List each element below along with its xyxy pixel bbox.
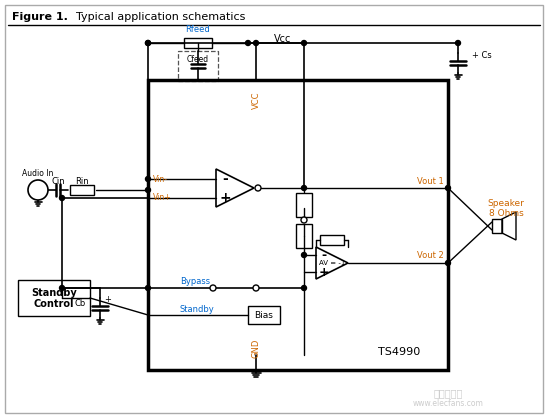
Text: Standby: Standby — [180, 304, 215, 314]
Circle shape — [28, 180, 48, 200]
Bar — [184, 38, 212, 48]
Bar — [178, 51, 218, 81]
Bar — [492, 219, 502, 233]
Text: +: + — [319, 265, 329, 278]
Text: Rfeed: Rfeed — [186, 25, 210, 33]
Bar — [18, 280, 90, 316]
Circle shape — [146, 188, 151, 193]
Text: +: + — [219, 191, 231, 205]
Circle shape — [301, 252, 306, 257]
Text: Control: Control — [34, 299, 74, 309]
Text: Cfeed: Cfeed — [187, 56, 209, 64]
Text: Standby: Standby — [31, 288, 77, 298]
Text: GND: GND — [252, 338, 260, 358]
Bar — [248, 306, 280, 324]
Circle shape — [254, 41, 259, 46]
Circle shape — [60, 196, 65, 201]
Text: Speaker: Speaker — [488, 199, 524, 209]
Circle shape — [301, 186, 306, 191]
Circle shape — [301, 41, 306, 46]
Text: TS4990: TS4990 — [378, 347, 420, 357]
Text: -: - — [322, 248, 327, 262]
Text: 电子发烧友: 电子发烧友 — [433, 388, 463, 398]
Text: Vcc: Vcc — [274, 34, 292, 44]
Text: Audio In: Audio In — [22, 168, 54, 178]
Text: Vin-: Vin- — [153, 174, 168, 184]
Text: Typical application schematics: Typical application schematics — [76, 12, 246, 22]
Circle shape — [146, 176, 151, 181]
Circle shape — [446, 186, 450, 191]
Circle shape — [301, 217, 307, 223]
Circle shape — [255, 185, 261, 191]
Text: VCC: VCC — [252, 91, 260, 109]
Text: Figure 1.: Figure 1. — [12, 12, 68, 22]
Circle shape — [455, 41, 460, 46]
Circle shape — [246, 41, 250, 46]
Text: Vout 2: Vout 2 — [417, 252, 444, 260]
Bar — [296, 224, 312, 248]
Bar — [70, 185, 94, 195]
Text: Vin+: Vin+ — [153, 194, 172, 202]
Text: Rin: Rin — [75, 176, 89, 186]
Text: Vout 1: Vout 1 — [417, 176, 444, 186]
Circle shape — [146, 285, 151, 291]
Circle shape — [210, 285, 216, 291]
Text: Cb: Cb — [75, 300, 86, 308]
Text: Bypass: Bypass — [180, 278, 210, 286]
Bar — [148, 80, 448, 370]
Bar — [296, 193, 312, 217]
Circle shape — [146, 41, 151, 46]
Text: 8 Ohms: 8 Ohms — [489, 209, 523, 217]
Text: +: + — [104, 296, 111, 304]
Text: www.elecfans.com: www.elecfans.com — [413, 400, 483, 408]
Circle shape — [446, 260, 450, 265]
Circle shape — [146, 41, 151, 46]
Circle shape — [301, 285, 306, 291]
Circle shape — [60, 285, 65, 291]
Bar — [320, 235, 344, 245]
Text: Bias: Bias — [255, 311, 273, 319]
Text: AV = -1: AV = -1 — [319, 260, 345, 266]
Text: Cin: Cin — [51, 176, 65, 186]
Text: -: - — [222, 172, 228, 186]
Circle shape — [253, 285, 259, 291]
Text: + Cs: + Cs — [472, 51, 492, 59]
